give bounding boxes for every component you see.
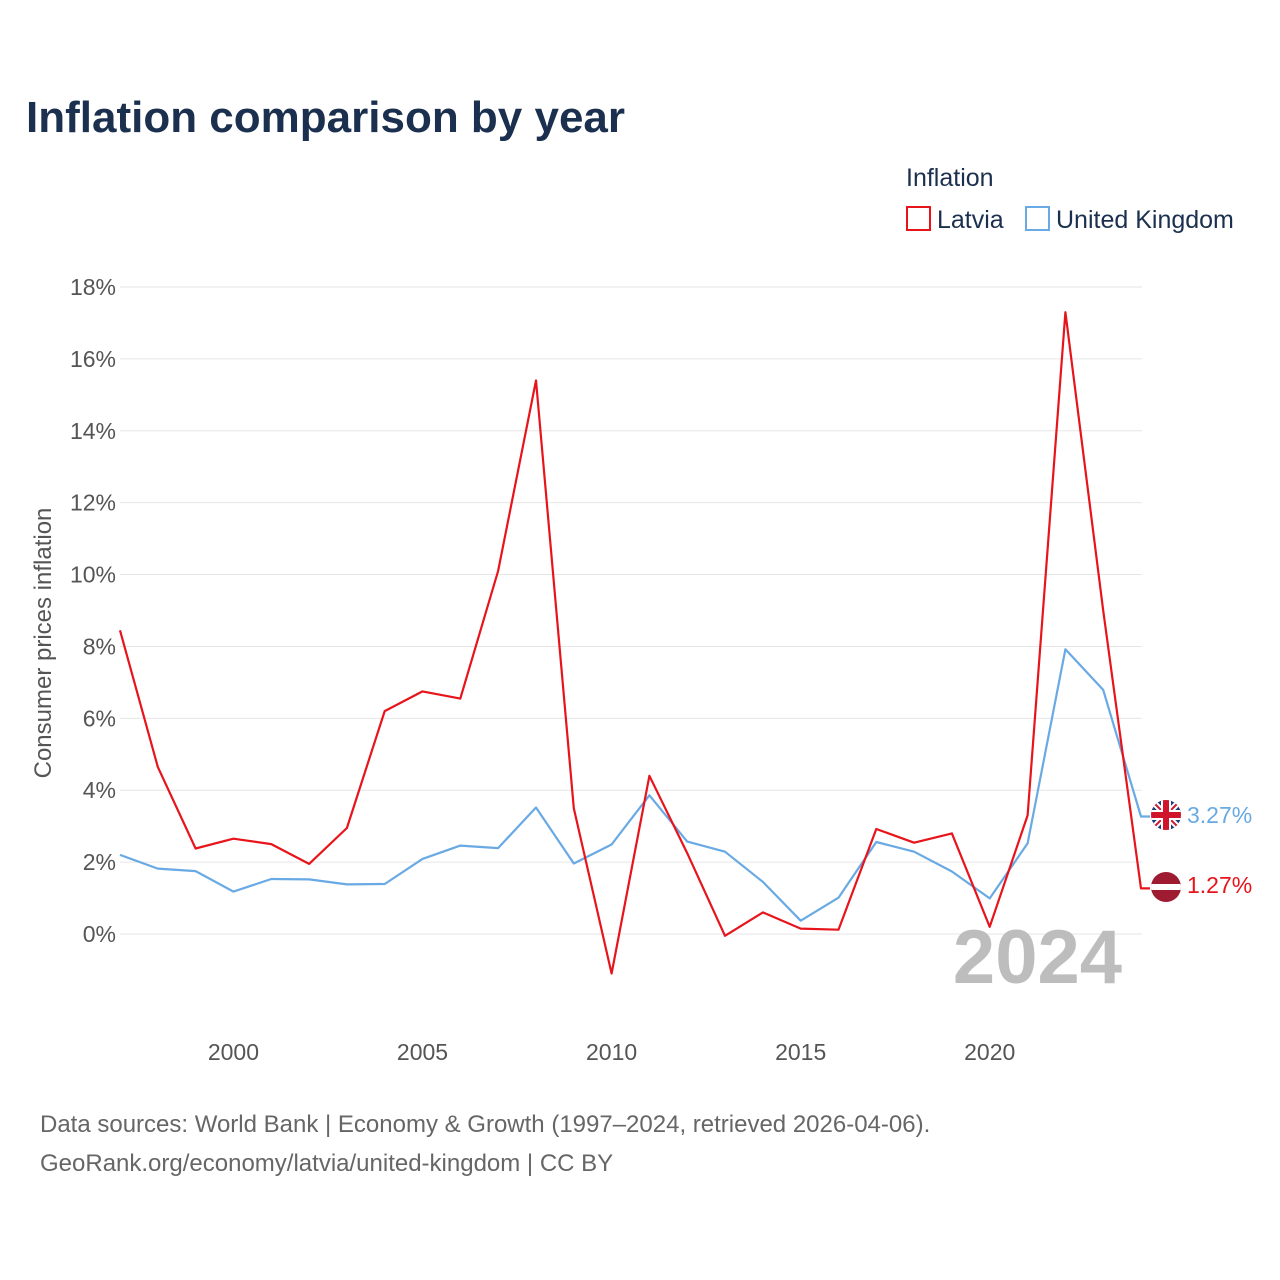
series-lines <box>118 311 1150 975</box>
y-tick-label: 16% <box>70 346 116 372</box>
y-tick-label: 18% <box>70 274 116 300</box>
latvia-end-marker: 1.27% <box>1151 872 1252 902</box>
legend-swatch-united-kingdom <box>1025 206 1050 231</box>
series-line-latvia[interactable] <box>118 311 1150 975</box>
y-tick-label: 4% <box>83 777 116 803</box>
legend-swatch-latvia <box>906 206 931 231</box>
y-axis-ticks: 0% 2% 4% 6% 8% 10% 12% 14% 16% 18% <box>70 274 116 947</box>
x-tick-label: 2000 <box>208 1039 259 1065</box>
y-tick-label: 0% <box>83 921 116 947</box>
legend-item-latvia[interactable]: Latvia <box>906 206 1004 234</box>
x-tick-label: 2015 <box>775 1039 826 1065</box>
source-line-1: Data sources: World Bank | Economy & Gro… <box>40 1111 930 1138</box>
source-line-2[interactable]: GeoRank.org/economy/latvia/united-kingdo… <box>40 1150 613 1177</box>
series-line-united-kingdom[interactable] <box>119 648 1150 922</box>
y-axis-label: Consumer prices inflation <box>30 508 57 779</box>
x-tick-label: 2020 <box>964 1039 1015 1065</box>
uk-flag-icon <box>1151 800 1181 830</box>
legend-item-united-kingdom[interactable]: United Kingdom <box>1025 206 1234 234</box>
uk-end-value-label: 3.27% <box>1187 802 1252 828</box>
y-tick-label: 2% <box>83 849 116 875</box>
x-axis-ticks: 2000 2005 2010 2015 2020 <box>208 1039 1015 1065</box>
year-watermark: 2024 <box>953 915 1122 1000</box>
uk-end-marker: 3.27% <box>1151 800 1252 830</box>
latvia-flag-icon <box>1151 872 1181 902</box>
y-tick-label: 14% <box>70 418 116 444</box>
gridlines <box>120 286 1142 935</box>
legend-title: Inflation <box>906 164 994 192</box>
x-tick-label: 2010 <box>586 1039 637 1065</box>
legend-label-united-kingdom: United Kingdom <box>1056 206 1234 234</box>
x-tick-label: 2005 <box>397 1039 448 1065</box>
legend-label-latvia: Latvia <box>937 206 1004 234</box>
chart-title: Inflation comparison by year <box>26 93 625 142</box>
latvia-end-value-label: 1.27% <box>1187 872 1252 898</box>
y-tick-label: 10% <box>70 562 116 588</box>
y-tick-label: 12% <box>70 490 116 516</box>
y-tick-label: 6% <box>83 705 116 731</box>
y-tick-label: 8% <box>83 633 116 659</box>
